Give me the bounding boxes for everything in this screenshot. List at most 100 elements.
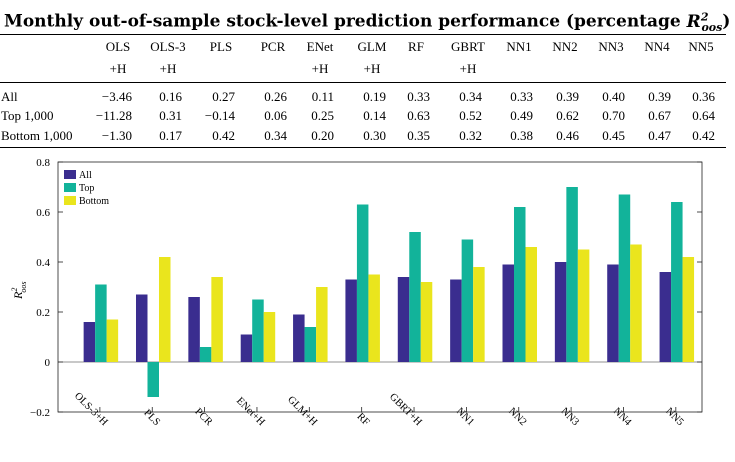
table-cell: 0.34 [459,89,482,104]
table-cell: 0.62 [556,108,579,123]
table-cell: −1.30 [101,128,132,143]
x-tick-label: NN3 [559,406,581,428]
table-cell: 0.49 [510,108,533,123]
bar-bottom [158,257,171,362]
bar-bottom [630,244,642,362]
table-column-header-sub: +H [159,61,177,76]
table-cell: 0.52 [459,108,482,123]
legend-label: All [79,170,92,181]
x-tick-label: NN4 [611,406,634,429]
table-column-header: NN3 [598,39,624,54]
table-cell: 0.33 [407,89,430,104]
table-cell: 0.39 [556,89,579,104]
bar-top [671,202,683,362]
table-cell: 0.35 [407,128,430,143]
bar-top [513,207,526,362]
y-tick-label: 0.2 [36,307,50,319]
table-cell: 0.33 [510,89,533,104]
table-cell: 0.25 [311,108,334,123]
bar-bottom [420,282,433,362]
table-cell: 0.45 [602,128,625,143]
bar-bottom [525,247,537,362]
x-tick-label: NN2 [506,406,528,428]
table-column-header: PCR [260,39,286,54]
bar-all [293,314,305,362]
table-column-header-sub: +H [459,61,477,76]
title-symbol: R [686,11,701,32]
table-cell: 0.38 [510,128,533,143]
bar-all [659,272,672,362]
table-cell: 0.47 [648,128,671,143]
bar-all [240,334,253,362]
table-top-rule [0,34,726,35]
bar-bottom [577,249,590,362]
table-row-label: Bottom 1,000 [1,128,73,143]
bar-all [188,297,200,362]
table-column-header: NN5 [688,39,714,54]
table-column-header-sub: +H [363,61,381,76]
table-cell: 0.26 [264,89,287,104]
y-tick-label: −0.2 [30,407,50,419]
x-tick-label: PCR [192,406,214,428]
bar-all [83,322,96,362]
table-column-header: OLS [105,39,131,54]
legend-swatch-all [64,170,76,179]
legend-label: Top [79,183,94,194]
y-tick-label: 0.6 [36,207,50,219]
table-cell: 0.46 [556,128,579,143]
table-cell: 0.34 [264,128,287,143]
x-tick-label: NN5 [663,406,685,428]
bar-top [147,362,159,397]
x-tick-label: OLS-3+H [72,391,110,429]
table-column-header: ENet [306,39,334,54]
title-text: Monthly out-of-sample stock-level predic… [4,11,687,32]
bar-top [618,194,631,362]
table-cell: 0.39 [648,89,671,104]
y-tick-label: 0.4 [36,257,50,269]
table-cell: 0.16 [159,89,182,104]
table-cell: 0.11 [311,89,334,104]
bar-all [450,279,462,362]
table-column-header-sub: +H [109,61,127,76]
bar-bottom [316,287,328,362]
bar-bottom [106,319,119,362]
table-column-header: NN2 [552,39,578,54]
plot-frame [57,161,703,413]
x-tick-label: PLS [141,408,162,429]
bar-top [409,232,421,362]
bar-top [461,239,474,362]
bar-top [356,204,369,362]
legend-swatch-bottom [64,196,76,205]
table-cell: 0.20 [311,128,334,143]
x-tick-label: RF [354,411,371,428]
table-column-header: NN1 [506,39,532,54]
table-column-header-sub: +H [311,61,329,76]
table-cell: 0.32 [459,128,482,143]
bar-all [607,264,619,362]
title-symbol-sup: 2 [700,10,709,23]
table-cell: 0.36 [692,89,715,104]
table-cell: 0.30 [363,128,386,143]
table-cell: 0.63 [407,108,430,123]
table-column-header: PLS [209,39,233,54]
title-symbol-sub: oos [701,21,723,35]
y-tick-label: 0.8 [36,157,50,169]
table-column-header: GLM [357,39,387,54]
table-cell: 0.42 [692,128,715,143]
legend-swatch-top [64,183,76,192]
table-cell: 0.19 [363,89,386,104]
table-row-label: All [1,89,18,104]
bar-all [135,294,148,362]
table-cell: −11.28 [95,108,132,123]
bar-bottom [682,257,695,362]
bar-top [199,347,212,362]
table-cell: 0.67 [648,108,671,123]
bar-bottom [263,312,276,362]
page-title: Monthly out-of-sample stock-level predic… [4,4,730,34]
table-cell: 0.27 [212,89,235,104]
table-header-rule [0,82,726,83]
table-cell: 0.70 [602,108,625,123]
table-cell: 0.42 [212,128,235,143]
table-cell: 0.06 [264,108,287,123]
